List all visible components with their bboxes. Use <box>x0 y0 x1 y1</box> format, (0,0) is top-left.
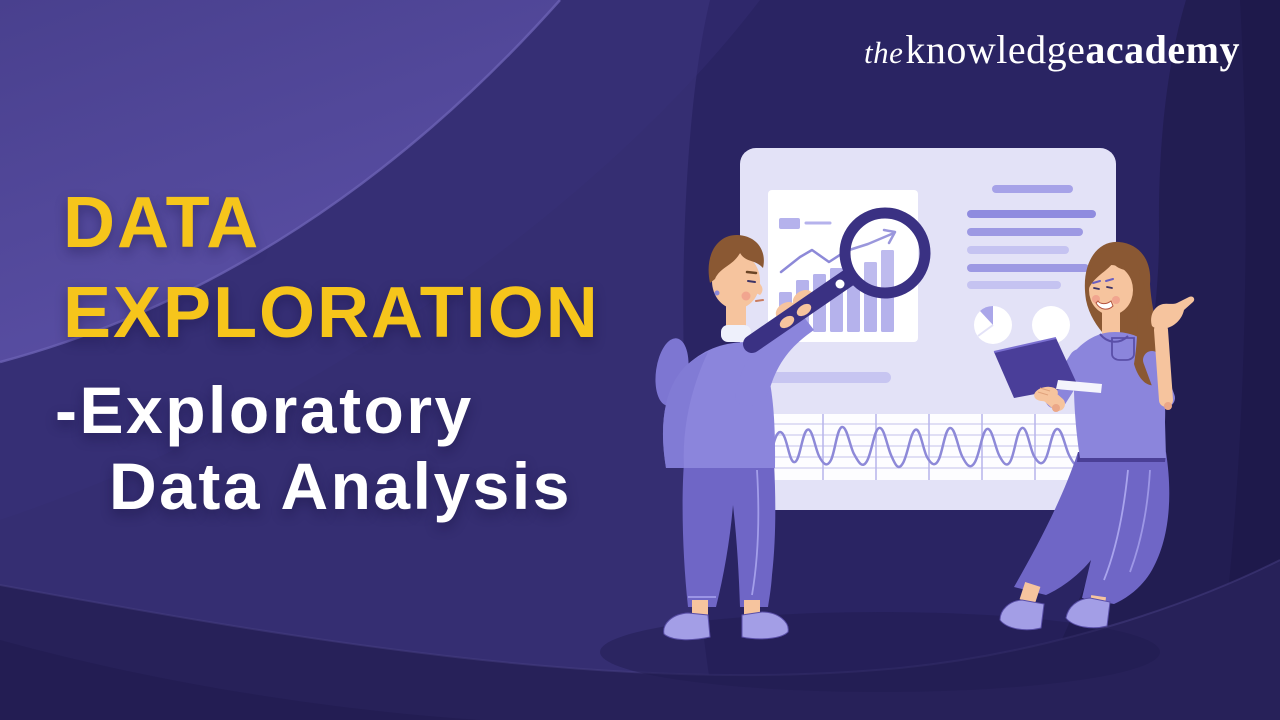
trend-arrowhead-icon <box>882 228 897 245</box>
woman-finger-lines <box>1037 387 1051 396</box>
pie-slice <box>980 305 993 325</box>
woman-bangs <box>1088 249 1140 288</box>
magnifier-glass <box>845 213 925 293</box>
bar <box>847 276 860 332</box>
laptop-lid-edge <box>993 337 1057 353</box>
woman-lash <box>1105 278 1114 282</box>
man-raised-arm <box>735 312 814 406</box>
bg-light-wave-edge <box>0 0 561 364</box>
bg-far-right-band <box>1212 0 1280 720</box>
man-sweater-shade <box>662 352 708 468</box>
man-collar <box>721 325 751 342</box>
woman-ankle <box>1019 581 1041 605</box>
woman-eye <box>1106 286 1113 289</box>
text-line <box>967 264 1089 272</box>
title-line-2: EXPLORATION <box>63 273 600 353</box>
man-eye <box>747 280 756 283</box>
text-line <box>967 228 1083 236</box>
woman-hand-thumb <box>1151 296 1195 329</box>
legend-block <box>779 218 800 229</box>
woman-elbow <box>1052 404 1060 412</box>
man-earring <box>714 290 720 296</box>
man-ankle <box>744 600 760 616</box>
page-title: DATA EXPLORATION <box>63 178 600 358</box>
text-line <box>967 210 1096 218</box>
man-brow <box>745 270 758 275</box>
woman-pants-seam <box>1103 469 1129 581</box>
woman-shoe <box>999 599 1045 631</box>
subtitle-line-1: -Exploratory <box>55 373 474 447</box>
man-fingers <box>796 303 812 317</box>
woman-pants <box>1014 452 1170 604</box>
woman-shoe <box>1065 597 1111 629</box>
woman-elbow <box>1164 402 1172 410</box>
text-line <box>967 246 1069 254</box>
man-pants <box>682 462 776 607</box>
woman-smile <box>1095 300 1114 310</box>
laptop-base <box>1056 380 1102 393</box>
subtitle-line-2: Data Analysis <box>109 449 572 523</box>
board-text-lines <box>967 185 1096 289</box>
bg-bottom-left-band <box>0 640 480 720</box>
magnifier-screw <box>835 279 845 289</box>
woman-neck <box>1102 308 1120 338</box>
laptop-icon <box>993 337 1102 402</box>
bar <box>864 262 877 332</box>
magnifier-icon <box>743 207 931 353</box>
pie-slice-gap <box>977 324 994 337</box>
man-ankle <box>692 600 708 616</box>
ground-shadow <box>600 612 1160 692</box>
brand-logo: theknowledgeacademy <box>864 26 1240 73</box>
bg-light-wave <box>0 0 560 362</box>
analyst-man <box>655 234 814 641</box>
magnifier-ring <box>839 207 931 299</box>
bg-secondary-band <box>0 0 760 520</box>
man-blush <box>741 291 751 301</box>
analyst-woman <box>999 241 1195 631</box>
trend-line <box>779 231 896 274</box>
heading-line <box>992 185 1073 193</box>
man-fingers <box>779 315 795 329</box>
pie-chart-1 <box>974 305 1012 344</box>
logo-academy: academy <box>1085 27 1240 72</box>
man-hair <box>708 234 764 283</box>
bg-bottom-wave <box>0 560 1280 720</box>
laptop-lid <box>994 338 1078 398</box>
man-nose <box>756 282 763 295</box>
woman-eye <box>1093 287 1100 290</box>
waveform-chart <box>770 414 1116 480</box>
text-line <box>967 281 1061 289</box>
bg-bottom-wave-edge <box>0 559 1280 677</box>
woman-pants-seam <box>1129 469 1151 573</box>
man-shoe <box>741 611 789 640</box>
board-caption-bar <box>758 372 891 383</box>
waveform-line <box>770 425 1115 469</box>
man-mouth <box>755 299 764 302</box>
man-pants-seam <box>751 469 760 596</box>
woman-left-forearm <box>1154 323 1173 407</box>
woman-lash <box>1092 280 1101 284</box>
page-subtitle: -Exploratory Data Analysis <box>55 372 572 524</box>
logo-knowledge: knowledge <box>905 27 1086 72</box>
woman-pocket <box>1111 337 1135 361</box>
pie-circle <box>1032 306 1070 344</box>
woman-blush <box>1112 296 1120 304</box>
logo-the: the <box>864 35 904 70</box>
man-ear <box>718 285 730 297</box>
man-shoe <box>663 612 711 641</box>
pie-chart-2 <box>1032 306 1070 344</box>
title-line-1: DATA <box>63 183 261 263</box>
